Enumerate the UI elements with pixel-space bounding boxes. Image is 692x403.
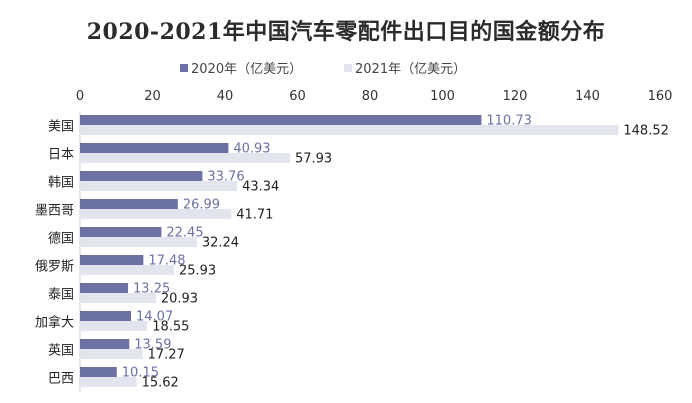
bar-2021 — [80, 237, 197, 247]
bar-2020 — [80, 143, 229, 153]
bar-2021 — [80, 265, 174, 275]
category-label: 日本 — [48, 148, 74, 163]
category-label: 巴西 — [48, 372, 74, 387]
chart-title: 2020-2021年中国汽车零配件出口目的国金额分布 — [86, 19, 606, 45]
bar-2020 — [80, 367, 117, 377]
bars — [80, 115, 619, 387]
legend-item-2020: 2020年（亿美元） — [180, 58, 302, 77]
bar-2020 — [80, 199, 178, 209]
bar-2020 — [80, 339, 130, 349]
value-label-2021: 17.27 — [148, 348, 185, 363]
x-tick-label: 160 — [648, 89, 673, 104]
legend-item-2021: 2021年（亿美元） — [344, 58, 466, 77]
bar-2020 — [80, 227, 162, 237]
category-label: 墨西哥 — [35, 204, 74, 219]
value-label-2020: 13.25 — [133, 282, 170, 297]
category-label: 德国 — [48, 232, 74, 247]
bar-2021 — [80, 349, 143, 359]
bar-2020 — [80, 255, 144, 265]
x-tick-label: 100 — [430, 89, 455, 104]
value-label-2021: 25.93 — [179, 264, 216, 279]
x-tick-label: 140 — [575, 89, 600, 104]
category-label: 韩国 — [48, 176, 74, 191]
value-label-2020: 40.93 — [233, 142, 270, 157]
bar-2020 — [80, 171, 203, 181]
legend: 2020年（亿美元） 2021年（亿美元） — [0, 58, 692, 78]
category-label: 英国 — [48, 344, 74, 359]
bar-2021 — [80, 181, 238, 191]
x-tick-label: 80 — [362, 89, 379, 104]
value-label-2021: 57.93 — [295, 152, 332, 167]
category-label: 泰国 — [48, 288, 74, 303]
bar-2021 — [80, 293, 156, 303]
legend-swatch-2021 — [344, 63, 352, 72]
value-label-2020: 26.99 — [183, 198, 220, 213]
legend-label-2020: 2020年（亿美元） — [191, 62, 303, 77]
value-label-2020: 110.73 — [486, 114, 532, 129]
x-axis: 0 20 40 60 80 100 120 140 160 — [76, 89, 673, 104]
legend-label-2021: 2021年（亿美元） — [355, 62, 467, 77]
bar-2021 — [80, 209, 232, 219]
x-tick-label: 40 — [217, 89, 234, 104]
bar-2020 — [80, 311, 132, 321]
bar-2021 — [80, 377, 137, 387]
value-label-2020: 22.45 — [166, 226, 203, 241]
bar-2021 — [80, 153, 290, 163]
bar-2020 — [80, 115, 482, 125]
bar-2020 — [80, 283, 129, 293]
value-label-2021: 20.93 — [161, 292, 198, 307]
value-label-2021: 32.24 — [202, 236, 239, 251]
x-tick-label: 0 — [76, 89, 84, 104]
x-tick-label: 120 — [503, 89, 528, 104]
x-tick-label: 20 — [144, 89, 161, 104]
bar-2021 — [80, 321, 148, 331]
category-label: 美国 — [48, 120, 74, 135]
category-label: 俄罗斯 — [35, 260, 74, 275]
bar-2021 — [80, 125, 619, 135]
category-label: 加拿大 — [35, 315, 74, 331]
value-label-2021: 148.52 — [623, 124, 669, 139]
x-tick-label: 60 — [289, 89, 306, 104]
value-label-2021: 18.55 — [152, 320, 189, 335]
value-label-2020: 14.07 — [136, 310, 173, 325]
value-label-2020: 10.15 — [122, 366, 159, 381]
legend-swatch-2020 — [180, 63, 188, 72]
value-label-2020: 17.48 — [148, 254, 185, 269]
value-label-2020: 33.76 — [207, 170, 244, 185]
value-label-2021: 41.71 — [236, 208, 273, 223]
value-label-2020: 13.59 — [134, 338, 171, 353]
value-label-2021: 43.34 — [242, 180, 279, 195]
value-label-2021: 15.62 — [142, 376, 179, 391]
